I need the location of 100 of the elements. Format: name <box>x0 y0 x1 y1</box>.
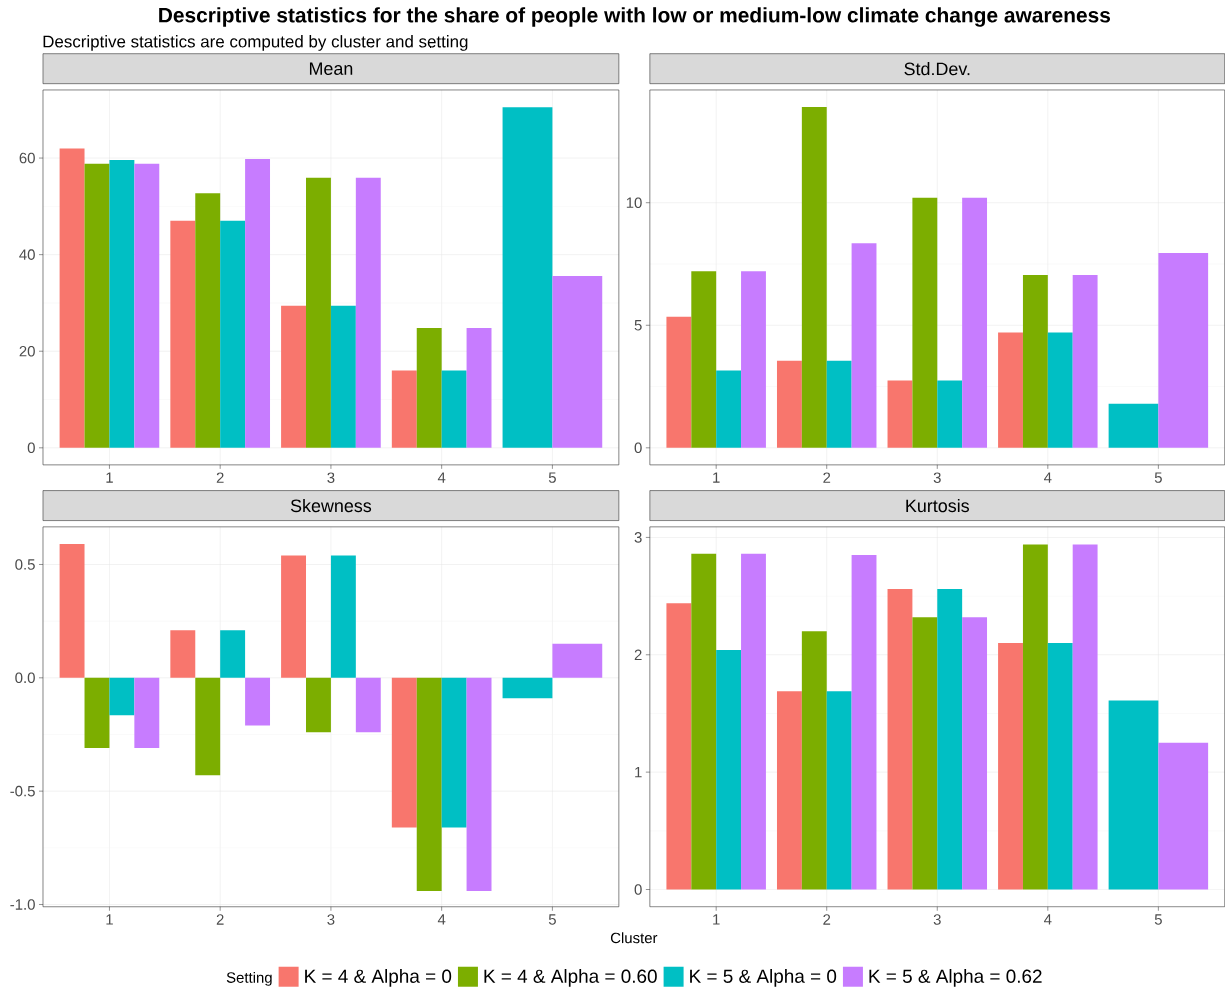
bar <box>1047 332 1073 448</box>
bar <box>84 677 110 749</box>
bar <box>826 360 852 448</box>
text: Descriptive statistics are computed by cluster and setting <box>43 35 468 51</box>
bar <box>306 177 331 448</box>
bar <box>1022 544 1048 890</box>
y-tick-label: 0.0 <box>15 672 35 684</box>
bar <box>851 555 877 890</box>
bar <box>1072 544 1098 890</box>
bar <box>937 380 963 448</box>
x-tick-label: 4 <box>1044 472 1052 483</box>
y-tick-label: 0 <box>634 884 642 895</box>
bar <box>937 589 963 890</box>
legend-label: K = 4 & Alpha = 0.60 <box>484 969 657 987</box>
y-tick-label: 2 <box>634 649 642 661</box>
bar <box>998 332 1023 448</box>
x-tick-label: 1 <box>106 472 113 483</box>
bar <box>59 148 85 448</box>
bar <box>84 163 110 448</box>
bar <box>962 197 988 448</box>
x-axis-title: Cluster <box>610 932 658 944</box>
y-tick-label: 20 <box>19 346 35 357</box>
bar <box>776 691 802 890</box>
bar <box>441 677 467 828</box>
x-tick-label: 2 <box>216 914 224 925</box>
bar <box>716 650 742 890</box>
bar <box>887 589 913 890</box>
bar <box>826 691 852 890</box>
x-tick-label: 5 <box>1154 472 1162 483</box>
bar <box>741 271 766 448</box>
bar <box>134 677 160 749</box>
bar <box>416 328 442 448</box>
bar <box>716 370 742 448</box>
bar <box>220 630 246 678</box>
bar <box>776 360 802 448</box>
bar <box>691 271 717 448</box>
chart-title: Mean <box>309 62 353 76</box>
y-tick-label: 40 <box>19 249 35 261</box>
x-tick-label: 3 <box>933 472 941 484</box>
x-tick-label: 2 <box>823 472 831 483</box>
bar <box>355 677 381 733</box>
bar <box>666 603 692 890</box>
bar <box>887 380 913 448</box>
x-tick-label: 5 <box>548 914 556 925</box>
bar <box>195 677 221 776</box>
y-tick-label: 3 <box>634 532 642 543</box>
bar <box>466 677 492 892</box>
bar <box>109 160 135 448</box>
x-tick-label: 4 <box>1044 914 1052 925</box>
bar <box>59 544 85 678</box>
bar <box>1047 643 1073 890</box>
bar <box>330 555 356 678</box>
x-tick-label: 1 <box>106 914 113 925</box>
legend-label: K = 5 & Alpha = 0.62 <box>869 969 1042 987</box>
y-tick-label: 60 <box>19 152 35 164</box>
bar <box>281 555 307 678</box>
bar <box>466 328 492 448</box>
x-tick-label: 4 <box>437 472 446 483</box>
bar <box>391 370 417 448</box>
bar <box>416 677 442 892</box>
bar <box>801 631 827 890</box>
bar <box>912 617 938 890</box>
bar <box>441 370 467 448</box>
x-tick-label: 3 <box>327 472 335 484</box>
bar <box>998 643 1023 890</box>
x-tick-label: 2 <box>216 472 224 483</box>
bar <box>220 220 246 448</box>
bar <box>1022 275 1048 448</box>
legend-label: K = 4 & Alpha = 0 <box>305 969 452 987</box>
x-tick-label: 3 <box>933 914 941 925</box>
bar <box>170 220 196 448</box>
y-tick-label: -0.5 <box>10 785 35 797</box>
bar <box>245 677 271 726</box>
x-tick-label: 5 <box>548 472 556 483</box>
bar <box>170 630 196 678</box>
chart-title: Kurtosis <box>906 499 970 513</box>
bar <box>355 177 381 448</box>
legend-label: K = 5 & Alpha = 0 <box>690 969 837 987</box>
bar <box>330 305 356 448</box>
bar <box>962 617 988 890</box>
x-tick-label: 1 <box>713 472 720 483</box>
x-tick-label: 4 <box>437 914 446 925</box>
bar <box>195 193 221 448</box>
bar <box>306 677 331 733</box>
y-tick-label: 0 <box>634 442 642 454</box>
text: Descriptive statistics for the share of people with low or medium-low climate change awareness <box>159 7 1111 27</box>
chart-title: Skewness <box>290 499 372 513</box>
bar <box>666 316 692 448</box>
chart-title: Std.Dev. <box>904 62 970 76</box>
bar <box>851 243 877 448</box>
y-tick-label: 0 <box>27 442 35 454</box>
bar <box>1072 275 1098 448</box>
y-tick-label: -1.0 <box>10 899 35 910</box>
y-tick-label: 0.5 <box>15 559 35 570</box>
x-tick-label: 5 <box>1154 914 1162 925</box>
x-tick-label: 1 <box>713 914 720 925</box>
y-tick-label: 10 <box>626 197 642 209</box>
y-tick-label: 5 <box>634 320 642 331</box>
bar <box>741 553 766 890</box>
bar <box>691 553 717 890</box>
